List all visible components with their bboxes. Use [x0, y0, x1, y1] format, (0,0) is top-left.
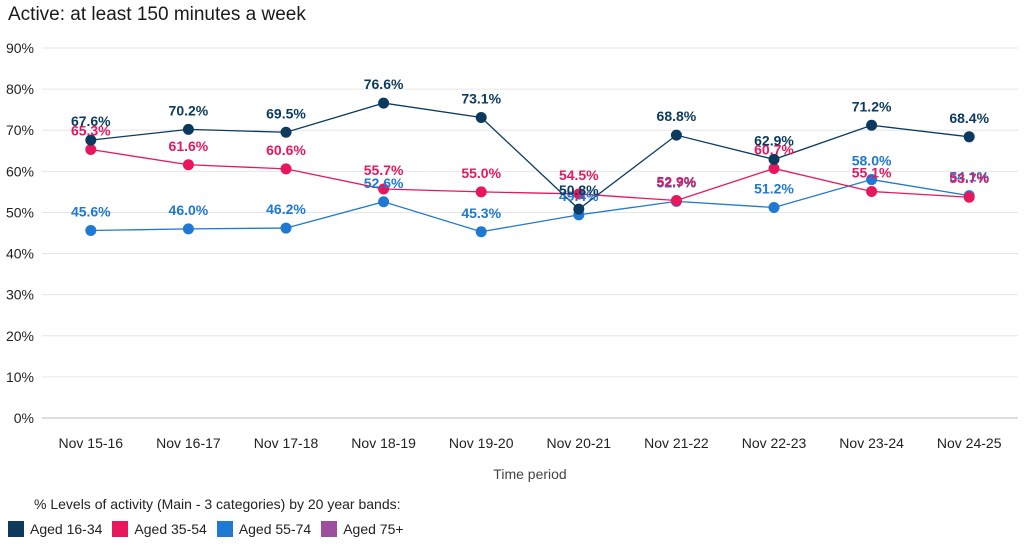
y-tick-label: 20% [6, 328, 34, 344]
data-label: 67.6% [71, 113, 111, 129]
x-tick-label: Nov 15-16 [59, 435, 124, 451]
data-label: 68.4% [949, 110, 989, 126]
data-point [182, 223, 194, 235]
data-label: 53.7% [949, 170, 989, 186]
legend-label: Aged 35-54 [134, 521, 207, 537]
data-label: 60.6% [266, 142, 306, 158]
data-point [573, 203, 585, 215]
data-label: 69.5% [266, 105, 306, 121]
data-label: 51.2% [754, 181, 794, 197]
legend-swatch [112, 521, 129, 537]
x-axis-label: Time period [493, 466, 566, 482]
data-label: 76.6% [364, 76, 404, 92]
x-tick-label: Nov 19-20 [449, 435, 514, 451]
y-tick-label: 30% [6, 287, 34, 303]
data-point [475, 186, 487, 198]
data-point [85, 144, 97, 156]
data-label: 46.2% [266, 201, 306, 217]
legend-label: Aged 16-34 [30, 521, 103, 537]
data-label: 49.4% [559, 188, 599, 204]
data-label: 45.6% [71, 204, 111, 220]
y-tick-label: 40% [6, 246, 34, 262]
data-point [670, 129, 682, 141]
line-chart: 0% 10% 20% 30% 40% 50% 60% 70% 80% 90% Nov 15-16 No… [6, 40, 1018, 482]
data-point [280, 126, 292, 138]
x-tick-label: Nov 23-24 [839, 435, 904, 451]
legend-item[interactable]: Aged 55-74 [216, 521, 312, 537]
y-tick-label: 80% [6, 81, 34, 97]
legend-swatch [8, 521, 24, 537]
data-point [670, 195, 682, 207]
data-label: 73.1% [461, 90, 501, 106]
data-point [963, 191, 975, 203]
legend-title: % Levels of activity (Main - 3 categorie… [34, 496, 401, 512]
data-label: 60.7% [754, 141, 794, 157]
x-tick-label: Nov 22-23 [742, 435, 807, 451]
legend-swatch [321, 521, 338, 537]
x-tick-label: Nov 17-18 [254, 435, 319, 451]
x-tick-label: Nov 20-21 [547, 435, 612, 451]
data-label: 46.0% [169, 202, 209, 218]
data-point [573, 188, 585, 200]
data-point [866, 119, 878, 131]
data-label: 54.5% [559, 167, 599, 183]
data-point [963, 131, 975, 143]
data-label: 54.1% [949, 169, 989, 185]
y-tick-label: 90% [6, 40, 34, 56]
data-point [182, 123, 194, 135]
y-tick-label: 70% [6, 122, 34, 138]
data-label: 71.2% [852, 98, 892, 114]
data-label: 55.1% [852, 164, 892, 180]
data-point [866, 185, 878, 197]
data-label: 52.9% [657, 174, 697, 190]
legend-item[interactable]: Aged 75+ [321, 521, 404, 537]
legend-swatch [216, 521, 233, 537]
data-point [768, 202, 780, 214]
data-point [85, 134, 97, 146]
chart-title: Active: at least 150 minutes a week [8, 4, 306, 25]
data-label: 65.3% [71, 123, 111, 139]
y-tick-label: 60% [6, 163, 34, 179]
legend-item[interactable]: Aged 16-34 [8, 521, 102, 537]
legend-item[interactable]: Aged 35-54 [112, 521, 207, 537]
y-tick-label: 50% [6, 204, 34, 220]
x-tick-label: Nov 16-17 [156, 435, 221, 451]
data-label: 52.6% [364, 175, 404, 191]
data-point [182, 159, 194, 171]
data-point [280, 163, 292, 175]
data-point [378, 97, 390, 109]
data-label: 50.8% [559, 182, 599, 198]
data-label: 55.7% [364, 162, 404, 178]
data-label: 62.9% [754, 132, 794, 148]
series-line [90, 148, 970, 202]
data-point [85, 225, 97, 237]
series-line [90, 102, 970, 211]
legend: Aged 16-34 Aged 35-54 Aged 55-74 Aged 75+ [8, 521, 404, 537]
x-tick-label: Nov 18-19 [351, 435, 416, 451]
data-label: 68.8% [657, 108, 697, 124]
data-point [475, 111, 487, 123]
data-point [378, 183, 390, 195]
legend-label: Aged 75+ [343, 521, 404, 537]
data-point [768, 162, 780, 174]
y-tick-label: 10% [6, 369, 34, 385]
y-tick-label: 0% [14, 410, 34, 426]
data-point [378, 196, 390, 208]
data-label: 52.7% [657, 174, 697, 190]
data-point [768, 153, 780, 165]
data-label: 55.0% [461, 165, 501, 181]
data-point [475, 226, 487, 238]
legend-label: Aged 55-74 [238, 521, 312, 537]
data-point [866, 174, 878, 186]
x-tick-label: Nov 21-22 [644, 435, 709, 451]
data-label: 45.3% [461, 205, 501, 221]
data-label: 70.2% [169, 102, 209, 118]
x-tick-label: Nov 24-25 [937, 435, 1002, 451]
data-point [280, 222, 292, 234]
data-label: 58.0% [852, 153, 892, 169]
series-line [90, 178, 970, 233]
data-label: 61.6% [169, 138, 209, 154]
